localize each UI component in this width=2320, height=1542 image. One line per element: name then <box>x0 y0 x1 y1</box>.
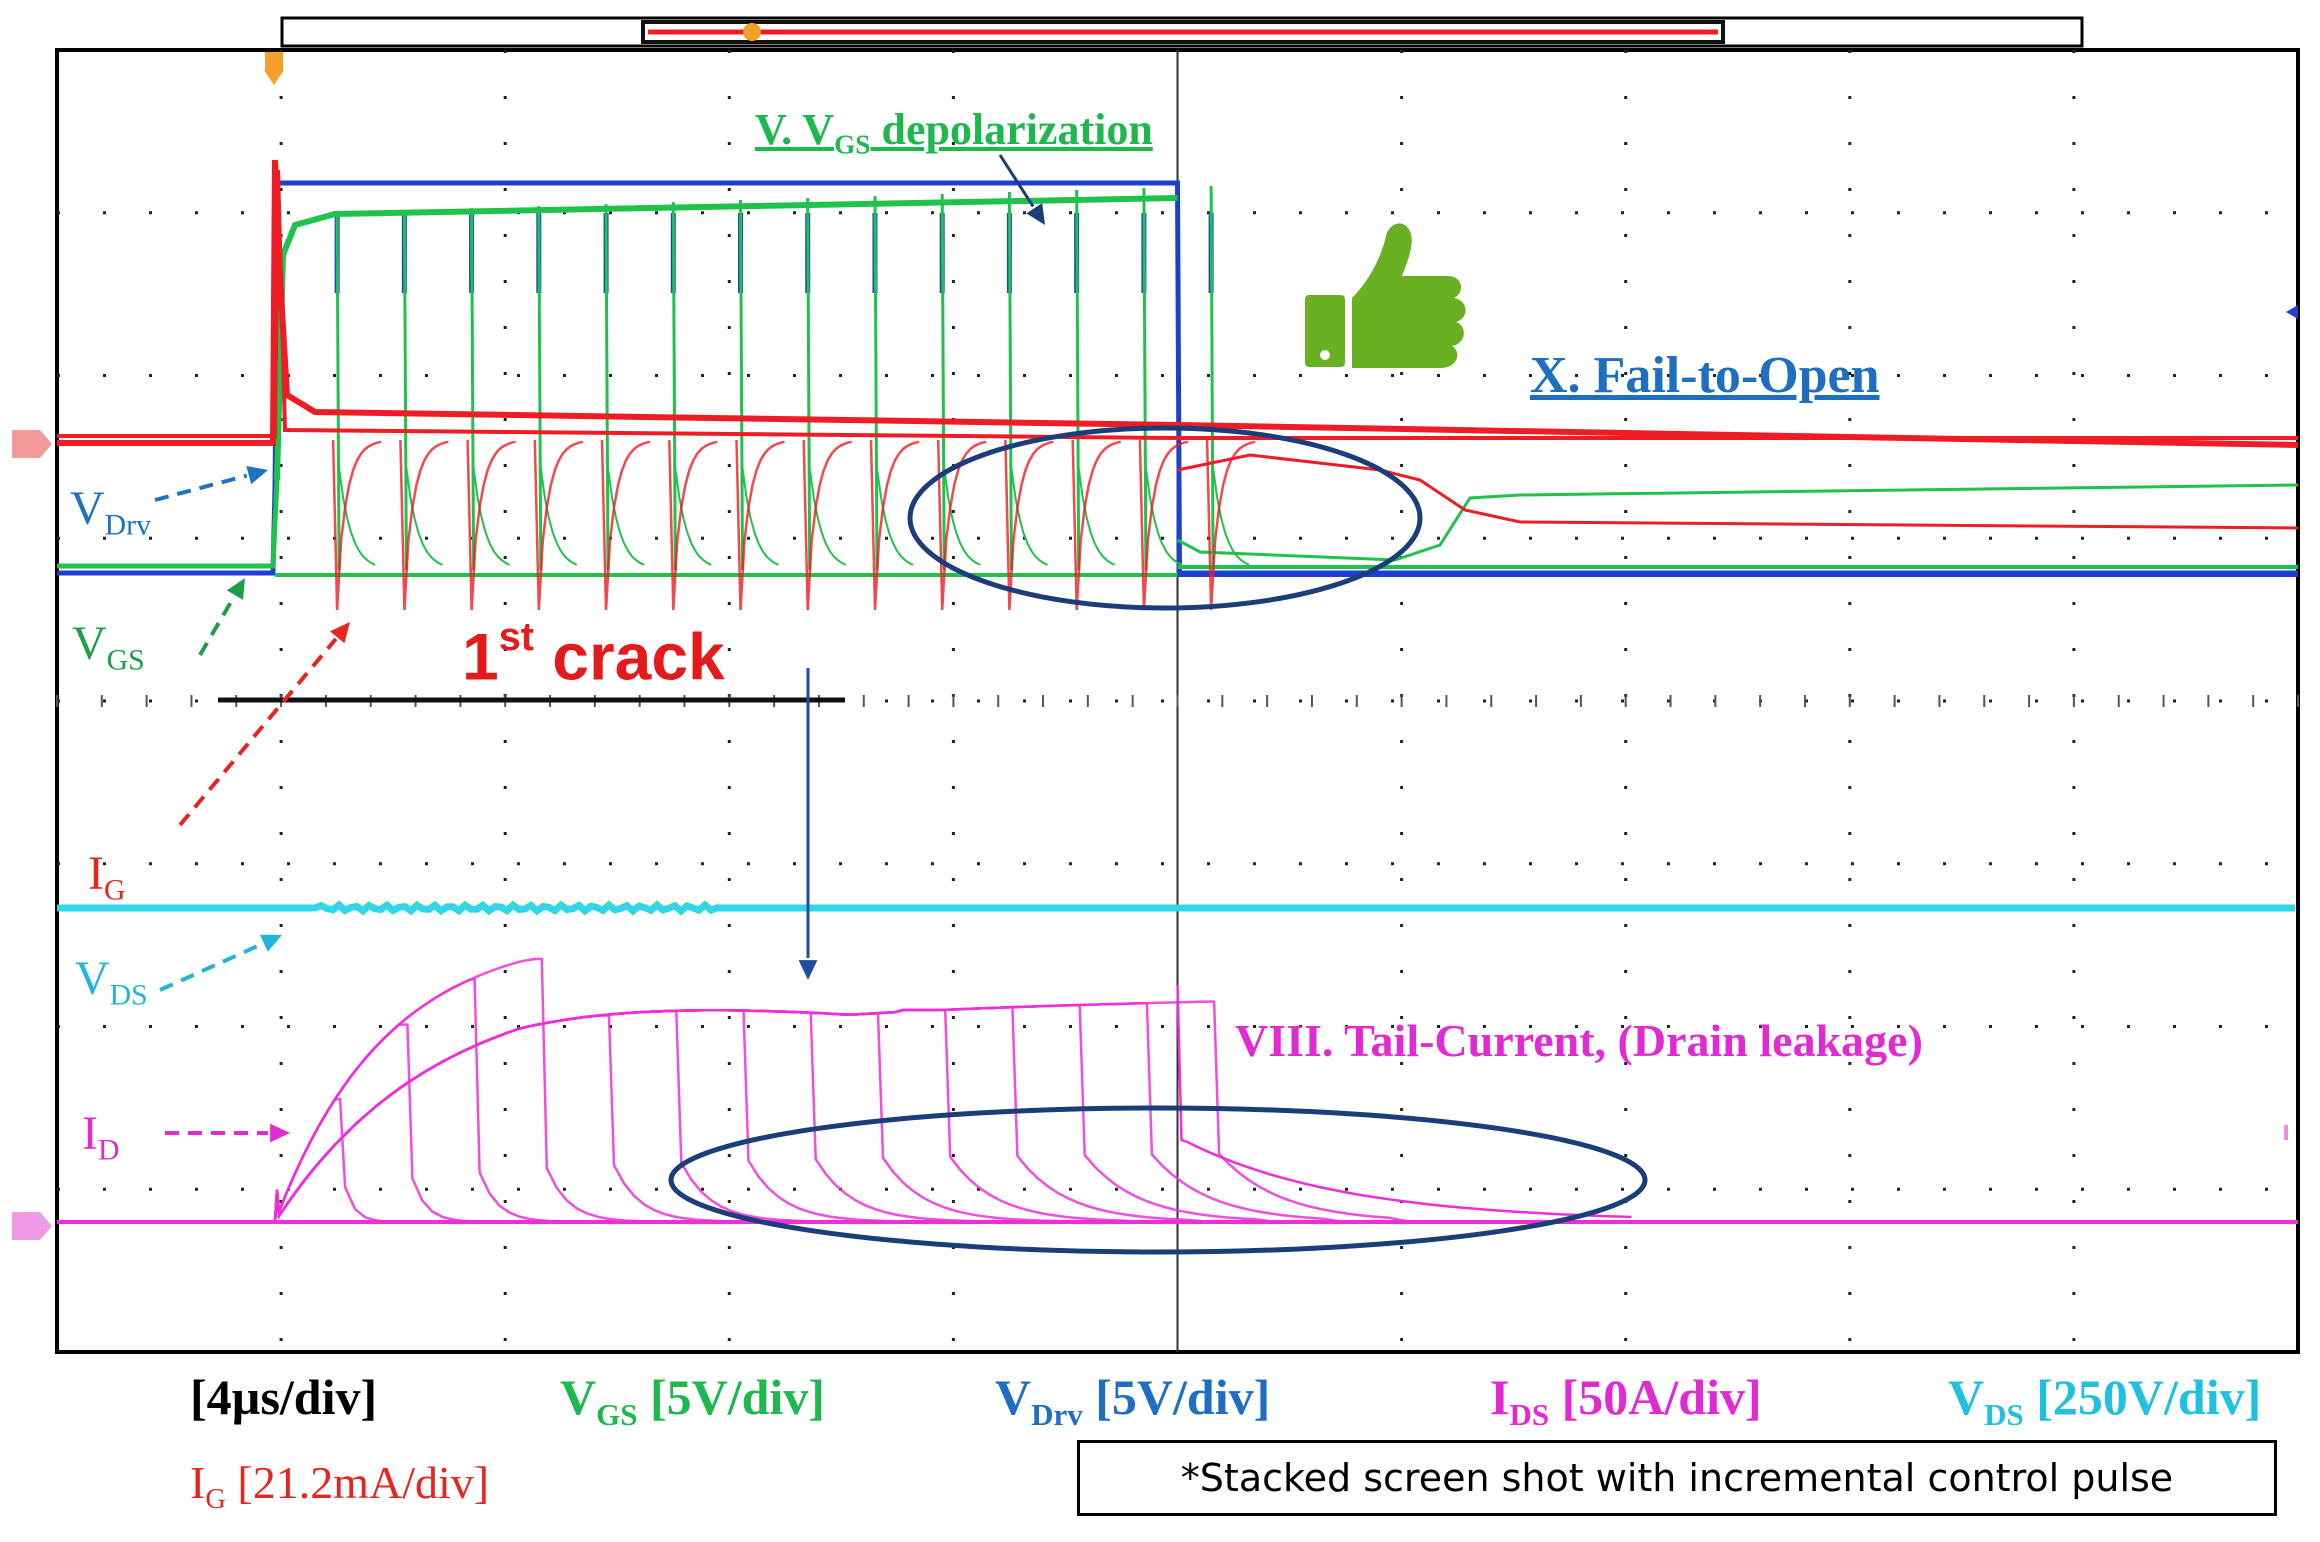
vgs-pulse-edge <box>1142 187 1148 571</box>
plot-annotations <box>154 154 1648 1255</box>
ig-pulse-spike <box>936 439 987 611</box>
id-pulse-trace <box>57 977 672 1224</box>
vgs-fail-trace <box>1176 483 2299 562</box>
id-pulse-trace <box>57 1023 605 1224</box>
plot-traces <box>57 159 2299 1224</box>
vgs-pulse-edge <box>940 193 946 571</box>
id-label: ID <box>82 1107 120 1167</box>
fail-to-open-ellipse <box>907 425 1423 611</box>
vgs-pulse-edge <box>402 210 408 571</box>
ig-overlay-trace <box>57 169 2298 440</box>
ig-pulse-spike <box>600 439 651 611</box>
id-pulse-trace <box>57 1097 538 1224</box>
record-position-marker <box>743 23 761 41</box>
id-pulse-trace <box>57 1009 941 1224</box>
id-tail-trace <box>1176 984 1632 1219</box>
vgs-pulse-edge <box>335 212 341 571</box>
depolarization-arrow <box>998 154 1045 225</box>
vgs-pulse-edge <box>806 197 812 571</box>
ig-pulse-spike <box>533 439 584 611</box>
vds-arrow <box>159 934 282 992</box>
vgs-pulse-edge <box>739 199 744 571</box>
id-pulse-trace <box>57 1009 1008 1224</box>
ig-pulse-spike <box>399 439 449 611</box>
ig-scale-label: IG [21.2mA/div] <box>190 1457 490 1515</box>
vgs-pulse-edge <box>671 202 677 571</box>
thumbs-up-icon <box>1305 223 1466 368</box>
vdrv-label: VDrv <box>70 482 151 542</box>
vds-scale-label: VDS [250V/div] <box>1948 1369 2262 1432</box>
id-pulse-trace <box>57 957 739 1224</box>
id-pulse-trace <box>57 1006 1210 1224</box>
vgs-pulse-edge <box>470 208 476 571</box>
id-pulse-trace <box>57 1009 874 1224</box>
vgs-scale-label: VGS [5V/div] <box>560 1369 825 1432</box>
time-scale-label: [4µs/div] <box>190 1369 378 1425</box>
first-crack-arrow <box>798 668 818 980</box>
vgs-pulse-edge <box>604 204 610 571</box>
vgs-pulse-edge <box>537 206 543 571</box>
vds-trace <box>57 900 2295 916</box>
ig-pulse-spike <box>735 439 785 611</box>
ig-pulse-spike <box>1004 439 1054 611</box>
ig-label: IG <box>88 847 126 907</box>
id-pulse-trace <box>57 1014 807 1224</box>
vgs-label: VGS <box>72 617 145 677</box>
first-crack-label: 1st crack <box>462 615 725 694</box>
vgs-pulse-edge <box>873 195 879 571</box>
tail-current-ellipse <box>668 1105 1648 1255</box>
vgs-arrow <box>198 578 245 657</box>
ig-arrow <box>178 622 350 827</box>
channel-markers <box>12 430 52 1240</box>
vgs-pre-trace <box>57 479 280 569</box>
vdrv-arrow <box>154 466 268 502</box>
trigger-marker-icon <box>264 52 284 85</box>
id-pulse-trace <box>57 1000 1412 1224</box>
id-arrow <box>165 1123 290 1143</box>
vgs-pulse-edge <box>1075 189 1081 571</box>
ig-pulse-spike <box>869 439 920 611</box>
vgs-pulse-edge <box>1209 185 1215 571</box>
vdrv-scale-label: VDrv [5V/div] <box>995 1369 1271 1432</box>
ig-fail-trace <box>1177 453 2299 530</box>
fail-to-open-label: X. Fail-to-Open <box>1530 347 1880 404</box>
ig-pulse-spike <box>331 439 382 611</box>
vdrv-trace <box>57 180 2298 576</box>
trigger-level-marker <box>2286 305 2298 319</box>
ids-scale-label: IDS [50A/div] <box>1490 1369 1762 1432</box>
ig-pulse-spike <box>466 439 516 611</box>
vds-label: VDS <box>75 952 148 1012</box>
depolarization-label: V. VGS depolarization <box>755 105 1153 160</box>
tail-current-label: VIII. Tail-Current, (Drain leakage) <box>1235 1015 1923 1066</box>
ig-pulse-spike <box>1071 439 1121 611</box>
ig-pulse-spike <box>1138 439 1189 611</box>
id-pulse-trace <box>57 1004 1277 1224</box>
ig-pulse-spike <box>668 439 718 611</box>
plot-grid <box>12 16 2300 1354</box>
vgs-pulse-edge <box>1007 191 1013 571</box>
ig-pulse-spike <box>802 439 852 611</box>
stacked-screenshot-note: *Stacked screen shot with incremental co… <box>1077 1440 2277 1516</box>
